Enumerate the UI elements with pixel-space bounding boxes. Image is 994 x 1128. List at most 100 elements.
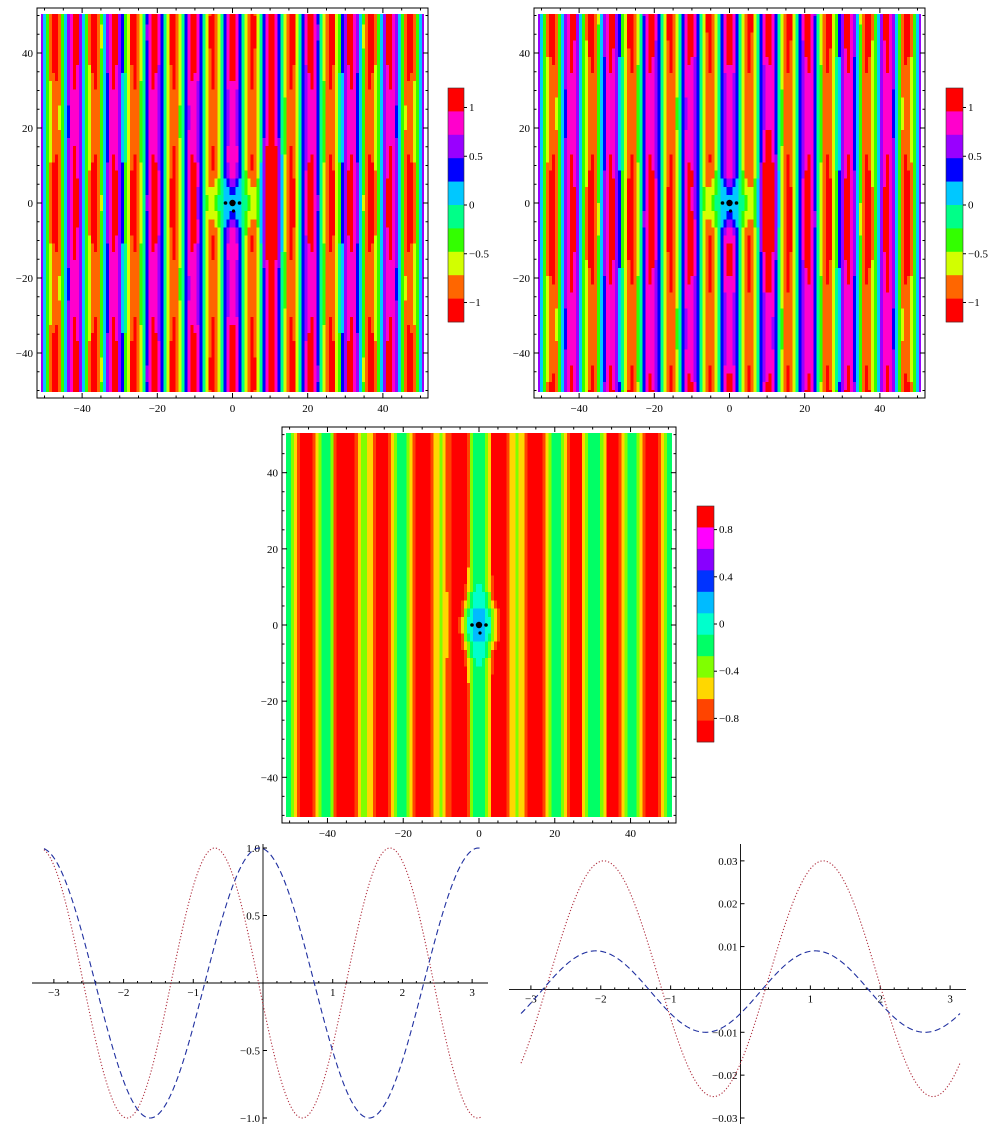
contour-cell (124, 24, 128, 33)
contour-cell (133, 138, 137, 147)
contour-cell (121, 235, 125, 245)
contour-cell (100, 203, 104, 212)
contour-cell (157, 113, 161, 123)
contour-cell (139, 203, 143, 212)
contour-cell (46, 259, 50, 269)
contour-cell (160, 333, 164, 342)
contour-cell (52, 138, 56, 147)
contour-cell (43, 162, 47, 172)
contour-cell (181, 324, 185, 334)
contour-cell (175, 308, 179, 318)
contour-cell (178, 40, 182, 50)
contour-cell (70, 89, 74, 98)
contour-cell (169, 56, 173, 66)
contour-cell (46, 243, 50, 253)
contour-cell (67, 16, 71, 25)
contour-cell (172, 105, 176, 115)
contour-cell (67, 40, 71, 50)
contour-cell (115, 56, 119, 66)
contour-cell (91, 64, 95, 74)
contour-cell (163, 16, 167, 25)
contour-cell (46, 268, 50, 277)
contour-cell (58, 235, 62, 245)
contour-cell (160, 64, 164, 74)
contour-cell (76, 259, 80, 269)
contour-cell (88, 341, 92, 350)
contour-cell (163, 48, 167, 58)
contour-cell (46, 113, 50, 123)
contour-cell (79, 186, 83, 196)
contour-cell (109, 194, 113, 204)
contour-cell (151, 333, 155, 342)
contour-cell (178, 16, 182, 25)
contour-cell (190, 56, 194, 66)
contour-cell (145, 292, 149, 302)
contour-cell (64, 154, 68, 163)
contour-cell (61, 259, 65, 269)
contour-cell (109, 203, 113, 212)
contour-cell (133, 56, 137, 66)
contour-cell (181, 243, 185, 253)
contour-cell (145, 73, 149, 82)
contour-cell (64, 40, 68, 50)
contour-cell (166, 219, 170, 228)
contour-cell (169, 219, 173, 228)
contour-cell (145, 284, 149, 293)
contour-cell (145, 170, 149, 180)
contour-cell (145, 235, 149, 245)
contour-cell (133, 276, 137, 285)
contour-cell (79, 316, 83, 326)
contour-cell (67, 381, 71, 391)
contour-cell (148, 211, 152, 220)
contour-cell (97, 138, 101, 147)
contour-cell (142, 357, 146, 367)
contour-cell (148, 178, 152, 188)
contour-cell (157, 333, 161, 342)
contour-cell (145, 146, 149, 155)
contour-cell (46, 333, 50, 342)
contour-cell (49, 373, 53, 383)
contour-cell (88, 32, 92, 42)
contour-cell (157, 138, 161, 147)
contour-cell (91, 381, 95, 391)
contour-cell (67, 81, 71, 90)
contour-cell (82, 259, 86, 269)
contour-cell (115, 121, 119, 131)
contour-cell (181, 194, 185, 204)
contour-cell (103, 227, 107, 237)
contour-cell (91, 162, 95, 172)
contour-cell (79, 154, 83, 163)
contour-cell (76, 56, 80, 66)
contour-cell (130, 16, 134, 25)
contour-cell (46, 154, 50, 163)
contour-cell (163, 243, 167, 253)
contour-cell (142, 64, 146, 74)
contour-cell (52, 227, 56, 237)
contour-cell (157, 40, 161, 50)
contour-cell (82, 341, 86, 350)
contour-cell (184, 186, 188, 196)
contour-cell (106, 121, 110, 131)
contour-cell (97, 365, 101, 375)
contour-cell (148, 113, 152, 123)
contour-cell (46, 316, 50, 326)
contour-cell (61, 365, 65, 375)
contour-cell (172, 121, 176, 131)
contour-cell (40, 113, 44, 123)
contour-cell (121, 48, 125, 58)
contour-cell (103, 268, 107, 277)
contour-cell (112, 300, 116, 310)
contour-cell (151, 64, 155, 74)
contour-cell (139, 251, 143, 261)
contour-cell (151, 56, 155, 66)
contour-cell (151, 154, 155, 163)
contour-cell (172, 154, 176, 163)
contour-cell (43, 146, 47, 155)
contour-cell (154, 48, 158, 58)
contour-cell (145, 341, 149, 350)
contour-cell (106, 219, 110, 228)
contour-cell (43, 16, 47, 25)
contour-cell (160, 48, 164, 58)
contour-cell (109, 121, 113, 131)
contour-cell (130, 81, 134, 90)
